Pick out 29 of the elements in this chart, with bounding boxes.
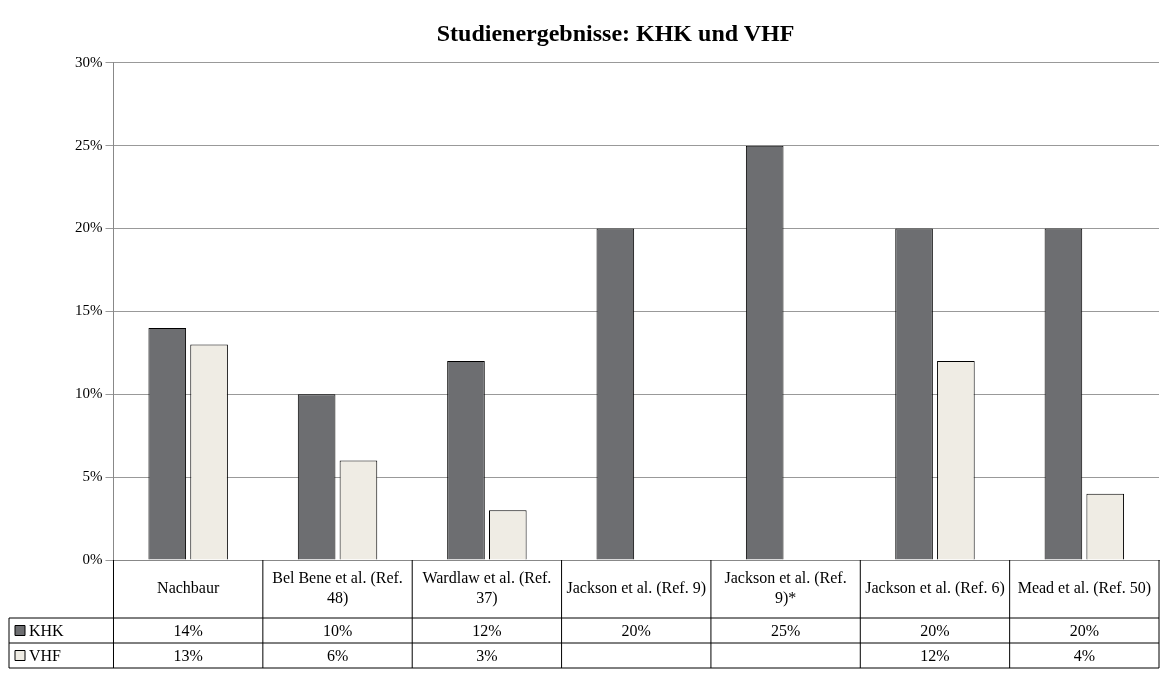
- x-tick-label: Jackson et al. (Ref. 9): [566, 579, 707, 598]
- data-label: 13%: [173, 646, 203, 664]
- data-label: 4%: [1073, 646, 1095, 664]
- y-tick-label: 30%: [75, 53, 103, 70]
- y-tick-label: 15%: [75, 302, 103, 319]
- y-tick-label: 25%: [75, 136, 103, 153]
- y-tick-label: 5%: [82, 468, 103, 485]
- data-label: 20%: [621, 621, 651, 639]
- x-tick-label: Mead et al. (Ref. 50): [1017, 579, 1151, 598]
- x-tick-label: Bel Bene et al. (Ref. 48): [272, 569, 403, 608]
- chart-title: Studienergebnisse: KHK und VHF: [436, 19, 795, 46]
- x-tick-label: Jackson et al. (Ref. 6): [865, 579, 1005, 598]
- data-label: 10%: [322, 621, 353, 639]
- legend-label: KHK: [29, 621, 65, 639]
- y-tick-label: 10%: [75, 385, 103, 402]
- data-label: 12%: [920, 646, 950, 664]
- x-tick-label: Nachbaur: [157, 579, 220, 597]
- x-tick-label: Jackson et al. (Ref. 9)*: [724, 569, 847, 608]
- data-label: 3%: [476, 646, 498, 664]
- data-label: 12%: [472, 621, 502, 639]
- y-tick-label: 0%: [82, 550, 103, 567]
- data-label: 6%: [326, 646, 349, 664]
- y-tick-label: 20%: [75, 219, 103, 236]
- data-label: 20%: [920, 621, 950, 639]
- data-label: 25%: [770, 621, 801, 639]
- data-label: 14%: [173, 621, 203, 639]
- x-tick-label: Wardlaw et al. (Ref. 37): [422, 569, 552, 608]
- data-label: 20%: [1069, 621, 1099, 639]
- legend-label: VHF: [29, 646, 62, 664]
